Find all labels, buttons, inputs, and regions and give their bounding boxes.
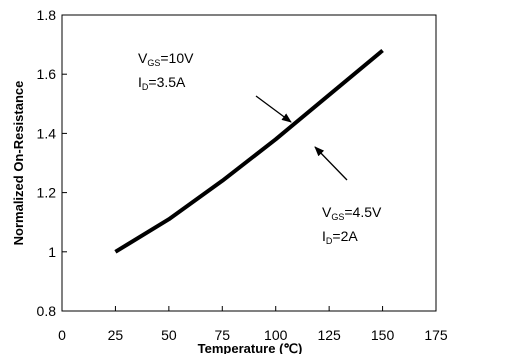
y-axis-title: Normalized On-Resistance [11,81,26,246]
x-tick-label: 150 [371,327,395,343]
annotation-vgs10-voltage: VGS=10V [138,50,194,68]
plot-frame [61,14,437,312]
y-tick-label: 1.2 [37,185,57,201]
y-tick-label: 1 [48,244,56,260]
annotation-vgs10: VGS=10V ID=3.5A [138,50,292,123]
annotation-vgs10-current: ID=3.5A [138,74,186,92]
x-axis-title: Temperature (℃) [198,341,303,354]
annotation-vgs45-arrow [314,146,348,181]
y-tick-label: 1.4 [37,125,57,141]
annotation-background [128,42,256,96]
annotation-vgs45-voltage: VGS=4.5V [322,204,382,222]
y-tick-label: 1.6 [37,66,57,82]
annotation-vgs45-current: ID=2A [322,228,358,246]
x-tick-label: 75 [214,327,230,343]
x-tick-label: 175 [424,327,448,343]
x-tick-label: 125 [317,327,341,343]
x-tick-label: 0 [58,327,66,343]
x-tick-label: 25 [108,327,124,343]
series-line [114,48,384,254]
annotation-box-vgs10 [128,42,256,96]
annotation-vgs45: VGS=4.5V ID=2A [314,146,382,246]
series-layer [114,48,384,254]
y-tick-label: 0.8 [37,303,57,319]
x-tick-label: 50 [161,327,177,343]
annotation-vgs10-arrow [255,95,292,123]
x-axis: 0 25 50 75 100 125 150 175 [58,306,448,343]
y-tick-label: 1.8 [37,7,57,23]
x-tick-label: 100 [264,327,288,343]
y-axis: 0.8 1 1.2 1.4 1.6 1.8 [37,7,67,319]
